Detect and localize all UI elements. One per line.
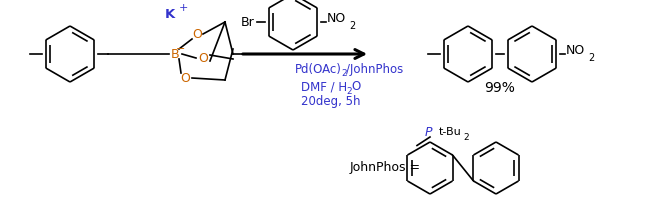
Text: t-Bu: t-Bu (439, 127, 462, 137)
Text: P: P (424, 125, 431, 138)
Text: 99%: 99% (484, 81, 515, 95)
Text: Pd(OAc): Pd(OAc) (295, 64, 342, 76)
Text: K: K (165, 8, 175, 21)
Text: B: B (171, 48, 180, 60)
Text: 2: 2 (341, 70, 346, 78)
Text: 2: 2 (588, 53, 594, 63)
Text: 2: 2 (463, 132, 468, 141)
Text: Br: Br (241, 16, 255, 29)
Text: NO: NO (327, 13, 346, 25)
Text: O: O (180, 71, 190, 84)
Text: 20deg, 5h: 20deg, 5h (301, 95, 360, 108)
Text: O: O (198, 51, 208, 65)
Text: +: + (178, 3, 188, 13)
Text: O: O (351, 81, 360, 94)
Text: 2: 2 (346, 86, 352, 95)
Text: /JohnPhos: /JohnPhos (346, 64, 403, 76)
Text: DMF / H: DMF / H (301, 81, 347, 94)
Text: NO: NO (566, 44, 586, 57)
Text: O: O (192, 27, 202, 41)
Text: −: − (176, 44, 186, 54)
Text: 2: 2 (349, 21, 355, 31)
Text: JohnPhos =: JohnPhos = (350, 162, 421, 175)
